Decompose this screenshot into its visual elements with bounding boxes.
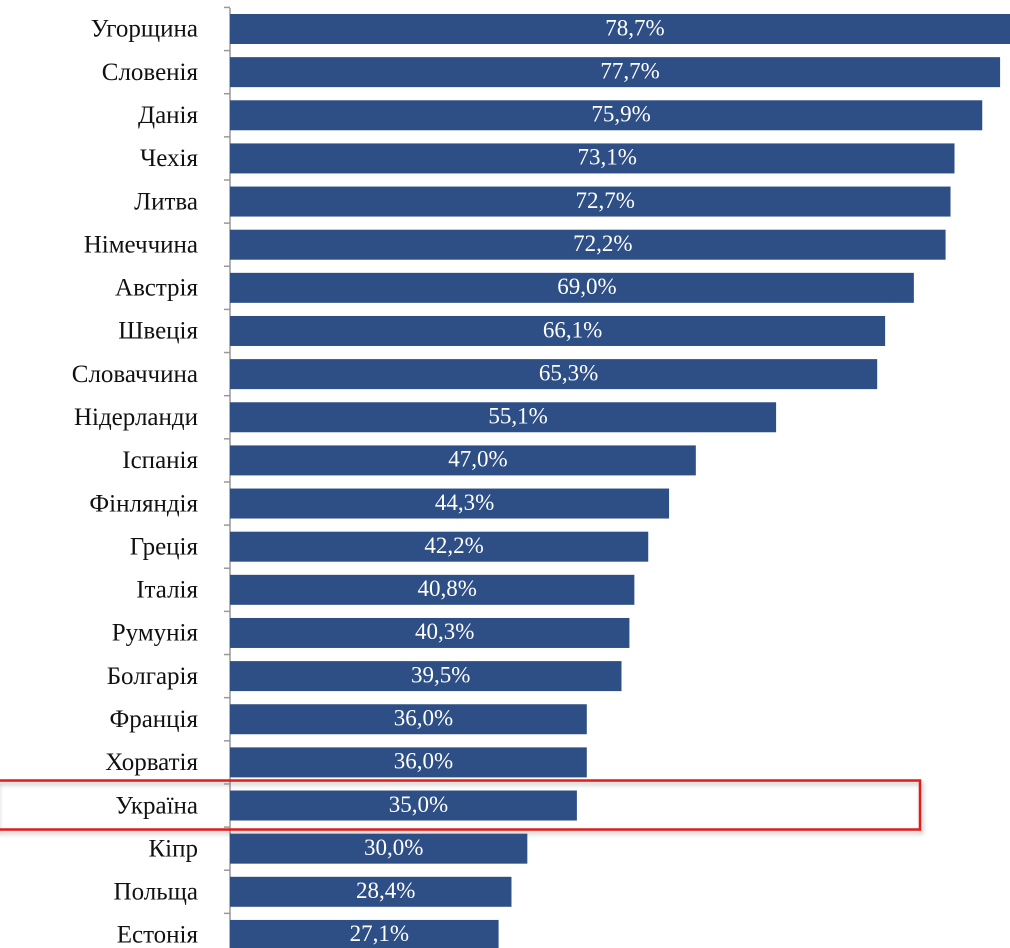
y-tick-label: Іспанія <box>122 447 198 474</box>
y-tick-label: Словенія <box>102 59 199 86</box>
data-label: 75,9% <box>591 102 650 127</box>
y-tick-label: Кіпр <box>149 835 199 862</box>
bar <box>230 359 878 390</box>
y-tick-label: Німеччина <box>84 231 198 258</box>
bar <box>230 57 1001 88</box>
data-label: 77,7% <box>600 58 659 83</box>
bar <box>230 100 983 131</box>
data-label: 35,0% <box>389 792 448 817</box>
data-label: 65,3% <box>539 360 598 385</box>
bar <box>230 617 630 648</box>
data-label: 73,1% <box>578 145 637 170</box>
data-label: 72,2% <box>573 231 632 256</box>
data-label: 40,8% <box>417 576 476 601</box>
y-tick-label: Болгарія <box>107 663 199 690</box>
y-tick-label: Румунія <box>112 620 199 647</box>
data-label: 28,4% <box>356 878 415 903</box>
data-label: 44,3% <box>435 490 494 515</box>
y-tick-label: Данія <box>138 102 198 129</box>
y-tick-label: Італія <box>136 577 198 604</box>
bar <box>230 186 951 217</box>
bar <box>230 402 777 433</box>
bar <box>230 229 946 260</box>
y-tick-label: Угорщина <box>91 16 198 43</box>
bar <box>230 315 886 346</box>
bar <box>230 661 622 692</box>
bar <box>230 790 577 821</box>
highlight-box <box>0 779 922 831</box>
data-label: 72,7% <box>576 188 635 213</box>
bar <box>230 143 955 174</box>
bar <box>230 445 696 476</box>
y-tick-label: Чехія <box>140 145 198 172</box>
bar <box>230 747 587 778</box>
bar <box>230 272 914 303</box>
data-label: 27,1% <box>350 921 409 946</box>
data-label: 30,0% <box>364 835 423 860</box>
y-tick-label: Фінляндія <box>89 490 198 517</box>
bar <box>230 919 499 948</box>
data-label: 36,0% <box>394 706 453 731</box>
y-tick-label: Австрія <box>115 275 198 302</box>
bar <box>230 531 649 562</box>
bar <box>230 876 512 907</box>
data-label: 69,0% <box>557 274 616 299</box>
y-tick-label: Польща <box>114 879 198 906</box>
bar <box>230 488 670 519</box>
y-tick-label: Швеція <box>118 318 198 345</box>
bar <box>230 574 635 605</box>
y-tick-label: Литва <box>134 188 198 215</box>
bar <box>230 14 1010 44</box>
data-label: 47,0% <box>448 447 507 472</box>
y-tick-label: Греція <box>130 533 199 560</box>
data-label: 40,3% <box>415 619 474 644</box>
data-label: 55,1% <box>488 404 547 429</box>
y-tick-label: Франція <box>109 706 198 733</box>
y-tick-label: Хорватія <box>105 749 198 776</box>
data-label: 36,0% <box>394 749 453 774</box>
data-label: 66,1% <box>543 317 602 342</box>
y-tick-label: Естонія <box>117 922 199 948</box>
y-tick-label: Словаччина <box>72 361 198 388</box>
bar <box>230 704 587 735</box>
data-label: 42,2% <box>424 533 483 558</box>
data-label: 39,5% <box>411 662 470 687</box>
data-label: 78,7% <box>605 15 664 40</box>
y-tick-label: Україна <box>115 792 198 819</box>
bar <box>230 833 528 864</box>
y-tick-label: Нідерланди <box>74 404 198 431</box>
